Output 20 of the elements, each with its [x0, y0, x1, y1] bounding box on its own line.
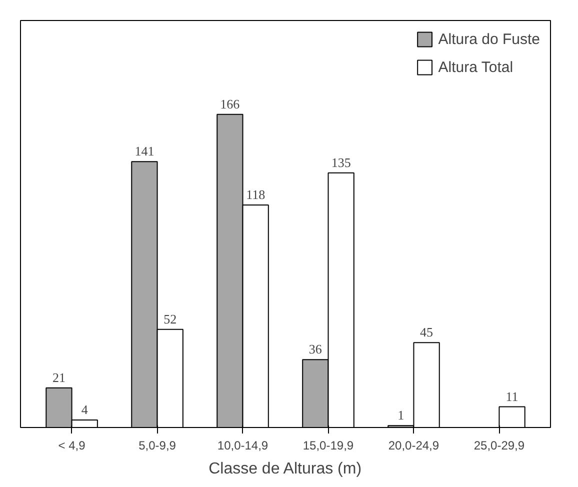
- data-label: 11: [506, 388, 518, 404]
- x-tick-label: 20,0-24,9: [388, 438, 440, 452]
- x-tick-label: 5,0-9,9: [138, 438, 176, 452]
- x-tick-label: 15,0-19,9: [302, 438, 354, 452]
- x-tick-label: 10,0-14,9: [217, 438, 268, 452]
- x-axis-title: Classe de Alturas (m): [208, 460, 362, 478]
- legend-label: Altura do Fuste: [438, 30, 540, 48]
- data-label: 45: [420, 324, 434, 340]
- data-label: 36: [308, 342, 322, 357]
- data-label: 21: [52, 370, 66, 385]
- legend-label: Altura Total: [438, 58, 514, 76]
- data-label: 135: [331, 154, 351, 170]
- data-label: 118: [246, 186, 266, 202]
- data-label: 52: [164, 311, 177, 326]
- x-tick-label: 25,0-29,9: [474, 438, 525, 452]
- data-label: 141: [134, 144, 154, 159]
- x-tick-label: < 4,9: [58, 438, 86, 452]
- data-label: 4: [81, 402, 88, 417]
- data-label: 166: [220, 96, 240, 112]
- data-label: 1: [398, 408, 404, 423]
